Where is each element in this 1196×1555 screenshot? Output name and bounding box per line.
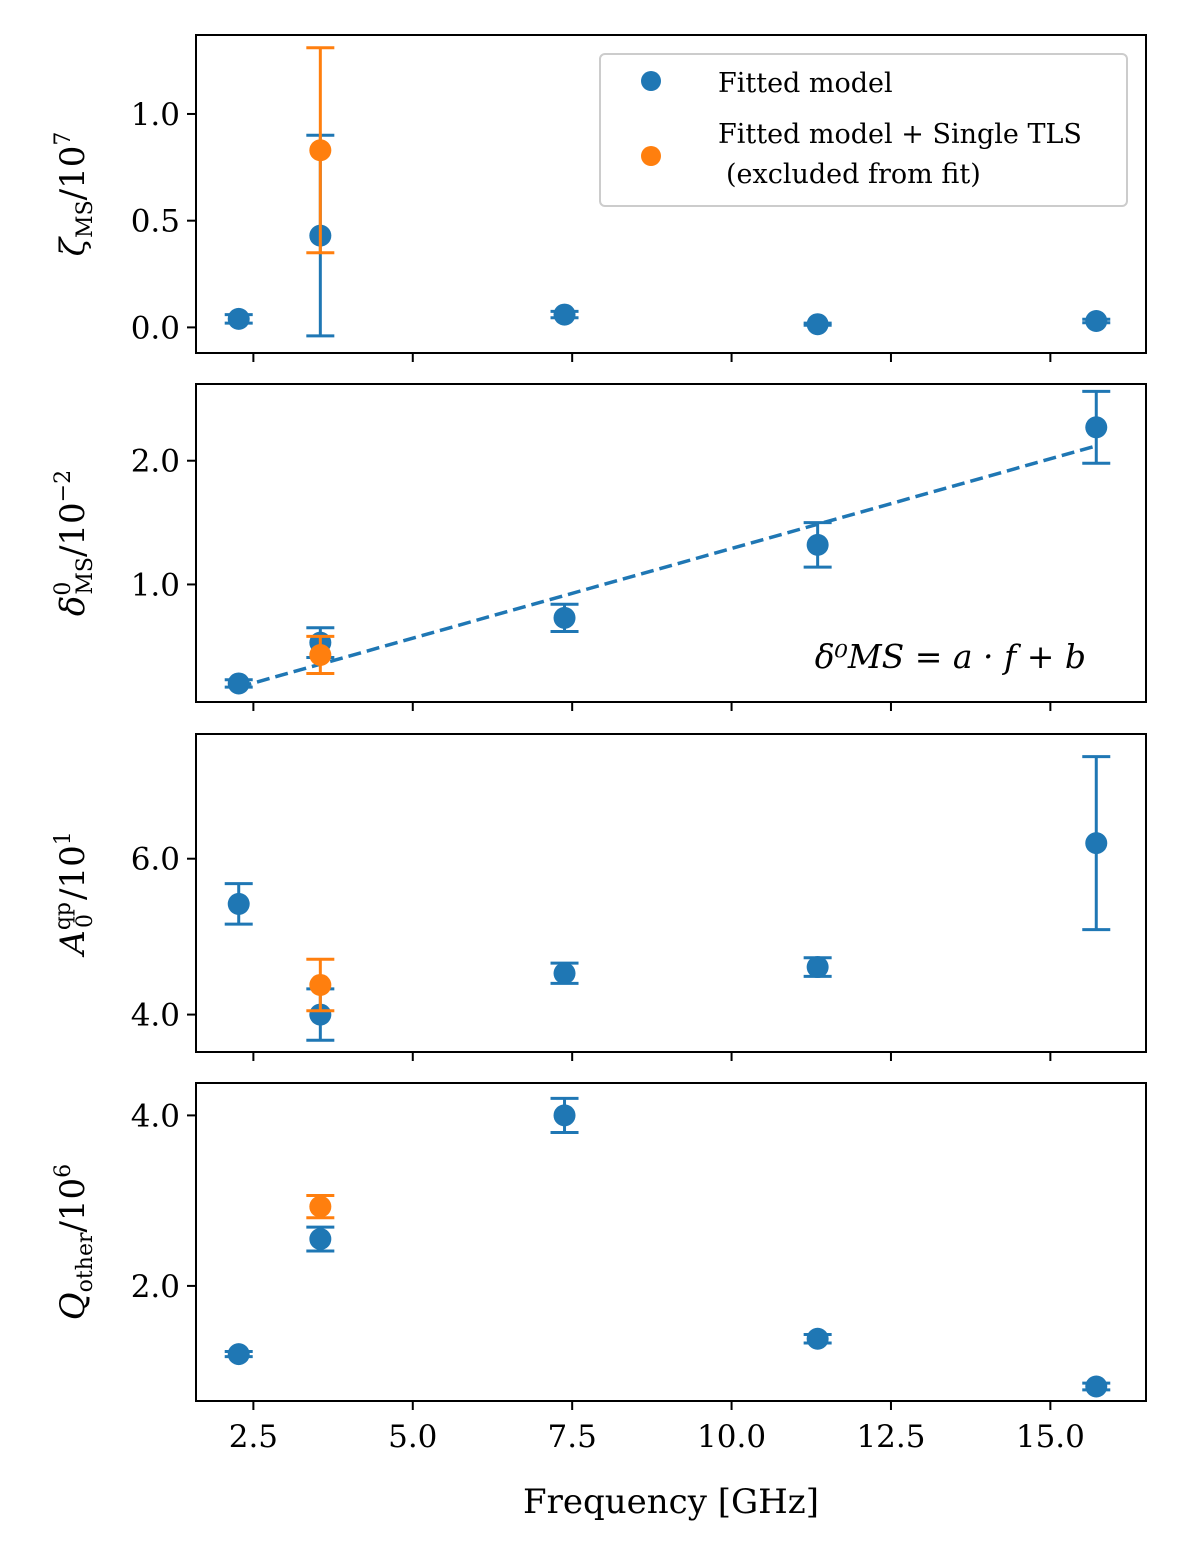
legend-marker-fitted [641, 71, 661, 91]
data-point-fitted [1082, 1375, 1111, 1398]
marker [1085, 309, 1108, 332]
data-point-fitted [803, 956, 832, 979]
marker [1085, 832, 1108, 855]
marker [553, 303, 576, 326]
panel-zeta-frame [195, 34, 1147, 354]
panel-qother-yticks: 2.0 4.0 [131, 1098, 196, 1305]
panel-delta: δ0MS/10−2 1.0 2.0 δ⁰MS = a · f + b [51, 383, 1147, 711]
y-tick-label: 1.0 [131, 97, 180, 133]
fit-annotation: δ⁰MS = a · f + b [815, 637, 1086, 676]
marker [309, 1228, 332, 1251]
marker [1085, 416, 1108, 439]
data-point-fitted [224, 672, 253, 695]
panel-delta-ylabel: δ0MS/10−2 [51, 470, 98, 616]
panel-qother-frame [195, 1082, 1147, 1402]
panel-aqp-xticks [252, 1052, 1052, 1061]
x-tick-label: 5.0 [388, 1419, 437, 1455]
marker [227, 307, 250, 330]
data-point-fitted [306, 1225, 335, 1253]
panel-aqp-frame [195, 733, 1147, 1053]
data-point-fitted [550, 303, 579, 326]
data-point-fitted [803, 521, 832, 569]
marker [309, 139, 332, 162]
y-tick-label: 4.0 [131, 1098, 180, 1134]
panel-aqp-marks [224, 755, 1111, 1042]
panel-delta-fitline [238, 444, 1097, 689]
x-tick-label: 12.5 [856, 1419, 925, 1455]
panel-qother-xticks: 2.5 5.0 7.5 10.0 12.5 15.0 [229, 1401, 1085, 1455]
panel-zeta: ζMS/107 0.0 0.5 1.0 Fitted model Fitted mo… [51, 34, 1147, 362]
panel-delta-xticks [252, 702, 1052, 711]
legend-entry-single-tls-note: (excluded from fit) [726, 159, 981, 190]
panel-aqp: Aqp0/101 4.0 6.0 [51, 733, 1147, 1061]
data-point-fitted [1082, 389, 1111, 465]
panel-qother-ylabel: Qother/106 [51, 1164, 98, 1320]
panel-zeta-yticks: 0.0 0.5 1.0 [131, 97, 196, 346]
panel-delta-yticks: 1.0 2.0 [131, 444, 196, 603]
data-point-single_tls [306, 957, 335, 1013]
panel-zeta-xticks [252, 353, 1052, 362]
marker [309, 1003, 332, 1026]
marker [806, 313, 829, 336]
data-point-fitted [803, 313, 832, 336]
legend: Fitted model Fitted model + Single TLS (… [599, 53, 1128, 207]
data-point-fitted [224, 307, 253, 330]
data-point-single_tls [306, 634, 335, 676]
marker [806, 533, 829, 556]
data-point-fitted [224, 1343, 253, 1366]
y-tick-label: 4.0 [131, 998, 180, 1034]
x-tick-label: 15.0 [1016, 1419, 1085, 1455]
marker [227, 892, 250, 915]
panel-delta-marks [224, 389, 1111, 695]
data-point-single_tls [306, 1194, 335, 1220]
y-tick-label: 2.0 [131, 1269, 180, 1305]
x-axis-label: Frequency [GHz] [523, 1482, 819, 1522]
marker [806, 956, 829, 979]
panel-zeta-ylabel: ζMS/107 [51, 132, 98, 257]
data-point-fitted [550, 961, 579, 985]
legend-entry-fitted: Fitted model [718, 68, 893, 99]
panel-qother-marks [224, 1096, 1111, 1398]
marker [309, 1195, 332, 1218]
legend-marker-single-tls [641, 146, 661, 166]
marker [806, 1327, 829, 1350]
data-point-fitted [550, 1096, 579, 1134]
panel-aqp-yticks: 4.0 6.0 [131, 842, 196, 1034]
panel-aqp-ylabel: Aqp0/101 [51, 831, 98, 957]
legend-entry-single-tls: Fitted model + Single TLS [718, 119, 1082, 150]
x-tick-label: 7.5 [548, 1419, 597, 1455]
y-tick-label: 0.5 [131, 204, 180, 240]
legend-frame [599, 53, 1128, 207]
panel-delta-frame [195, 383, 1147, 703]
y-tick-label: 6.0 [131, 842, 180, 878]
panel-qother: Qother/106 2.0 4.0 2.5 5.0 7.5 10.0 12.5 15.0 [51, 1082, 1147, 1455]
data-point-fitted [224, 882, 253, 926]
data-point-fitted [1082, 755, 1111, 932]
y-tick-label: 2.0 [131, 444, 180, 480]
x-tick-label: 10.0 [697, 1419, 766, 1455]
marker [553, 962, 576, 985]
y-tick-label: 0.0 [131, 310, 180, 346]
data-point-single_tls [306, 46, 335, 255]
marker [553, 606, 576, 629]
marker [227, 1343, 250, 1366]
data-point-fitted [1082, 309, 1111, 332]
panel-zeta-marks [224, 46, 1111, 338]
x-tick-label: 2.5 [229, 1419, 278, 1455]
fit-line [238, 444, 1097, 689]
y-tick-label: 1.0 [131, 567, 180, 603]
marker [553, 1104, 576, 1127]
marker [309, 973, 332, 996]
marker [309, 643, 332, 666]
marker [1085, 1375, 1108, 1398]
data-point-fitted [550, 602, 579, 633]
marker [227, 672, 250, 695]
data-point-fitted [803, 1327, 832, 1350]
